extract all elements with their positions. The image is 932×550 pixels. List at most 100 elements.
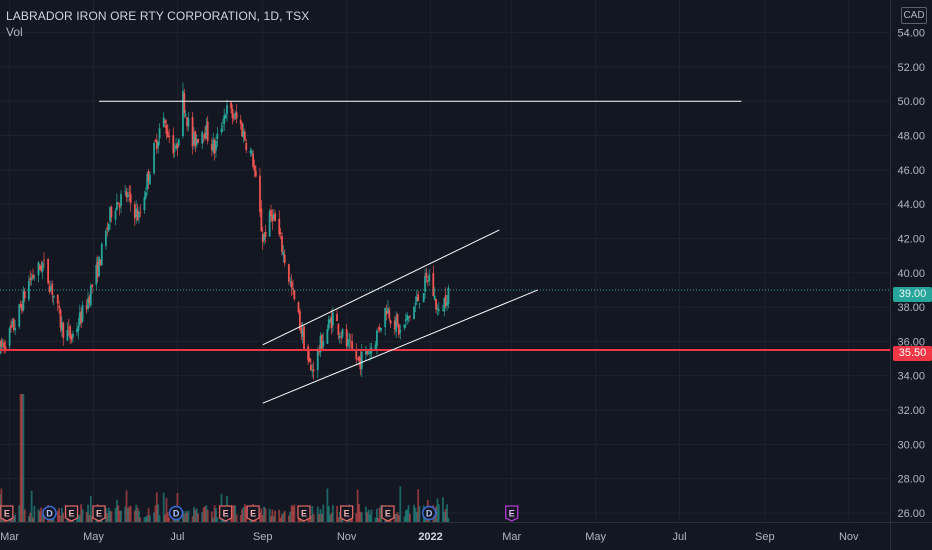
candle-body xyxy=(327,319,330,329)
candle-body xyxy=(338,335,341,338)
volume-bar xyxy=(106,513,109,522)
candle-body xyxy=(51,283,54,295)
volume-bar xyxy=(153,512,155,522)
volume-bar xyxy=(87,504,89,522)
volume-bar xyxy=(133,510,136,522)
candle-body xyxy=(341,329,344,337)
volume-bar xyxy=(398,515,400,522)
candle-body xyxy=(91,284,94,287)
volume-bar xyxy=(331,505,334,522)
candle-body xyxy=(114,210,117,220)
dividend-badge xyxy=(421,505,437,521)
volume-bar xyxy=(367,509,370,522)
dividend-badge xyxy=(42,505,57,521)
candle-body xyxy=(38,265,41,270)
time-tick-label: Nov xyxy=(337,531,357,543)
volume-bar xyxy=(377,517,380,522)
candle-body xyxy=(377,327,380,329)
earnings-badge xyxy=(339,505,354,522)
candle-body xyxy=(271,214,274,222)
volume-bar xyxy=(289,511,292,522)
price-tick-label: 36.00 xyxy=(897,336,925,348)
candle-body xyxy=(164,120,166,124)
candle-body xyxy=(384,307,387,328)
volume-bar xyxy=(202,507,205,522)
volume-bar xyxy=(91,515,94,522)
candle-body xyxy=(197,139,199,143)
candle-body xyxy=(447,287,450,305)
volume-bar xyxy=(78,514,81,522)
candle-body xyxy=(259,175,261,212)
candle-body xyxy=(62,322,65,338)
volume-bar xyxy=(117,505,120,522)
volume-bar xyxy=(318,514,321,522)
candle-body xyxy=(118,204,121,208)
candle-body xyxy=(172,135,175,154)
volume-bar xyxy=(43,516,45,522)
volume-bar xyxy=(80,504,83,522)
candle-body xyxy=(128,192,131,194)
volume-bar xyxy=(413,504,415,522)
candle-body xyxy=(89,285,92,306)
candle-body xyxy=(21,304,23,312)
volume-bar xyxy=(259,512,261,522)
candle-body xyxy=(442,310,444,311)
candle-body xyxy=(243,131,246,141)
volume-bar xyxy=(312,514,315,522)
volume-bar xyxy=(114,507,117,522)
candle-body xyxy=(117,202,120,205)
earnings-badge xyxy=(505,505,519,522)
time-axis[interactable]: Mar May Jul Sep Nov 2022 Mar May Jul Sep Nov xyxy=(0,531,859,543)
volume-bar xyxy=(77,515,80,522)
candle-body xyxy=(87,298,89,309)
symbol-title[interactable]: LABRADOR IRON ORE RTY CORPORATION, 1D, T… xyxy=(6,9,310,23)
candle-body xyxy=(239,119,242,124)
price-axis[interactable]: 26.00 28.00 30.00 32.00 34.00 36.00 38.00 40.00… xyxy=(897,28,925,520)
candle-body xyxy=(99,259,102,266)
volume-bar xyxy=(290,505,293,522)
price-tick-label: 52.00 xyxy=(897,62,925,74)
currency-badge[interactable]: CAD xyxy=(901,7,927,24)
candle-body xyxy=(312,369,315,372)
volume-bar xyxy=(319,509,322,522)
volume-bar xyxy=(147,508,150,522)
candle-body xyxy=(1,344,4,346)
candle-body xyxy=(154,139,157,142)
chart-drawings[interactable] xyxy=(0,100,890,404)
candle-body xyxy=(389,320,392,324)
volume-bar xyxy=(393,513,396,522)
volume-bar xyxy=(239,515,242,522)
volume-bar xyxy=(366,512,369,522)
volume-bar xyxy=(415,512,418,522)
volume-bar xyxy=(184,511,187,522)
volume-bar xyxy=(322,504,325,522)
price-tick-label: 32.00 xyxy=(897,405,925,417)
channel-trend-line xyxy=(262,229,500,346)
volume-bar xyxy=(340,517,343,522)
price-tick-label: 44.00 xyxy=(897,199,925,211)
candle-body xyxy=(0,342,1,354)
candle-body xyxy=(415,296,418,302)
candle-body xyxy=(388,309,391,319)
volume-bar xyxy=(29,512,32,522)
candle-body xyxy=(155,140,158,149)
candle-body xyxy=(72,333,74,338)
event-badge-letter: D xyxy=(426,509,433,519)
volume-legend[interactable]: Vol xyxy=(6,25,23,39)
candle-body xyxy=(56,294,59,304)
time-tick-label: Sep xyxy=(253,531,273,543)
candle-body xyxy=(49,286,52,291)
candle-body xyxy=(14,328,17,331)
candle-body xyxy=(216,133,219,139)
volume-bar xyxy=(186,512,188,522)
candle-body xyxy=(136,210,139,221)
volume-bar xyxy=(403,516,406,522)
volume-bar xyxy=(135,504,138,522)
candle-body xyxy=(61,322,63,331)
volume-bar xyxy=(396,512,399,522)
volume-bar xyxy=(85,512,88,522)
volume-bar xyxy=(58,508,61,522)
volume-bar xyxy=(283,510,286,522)
